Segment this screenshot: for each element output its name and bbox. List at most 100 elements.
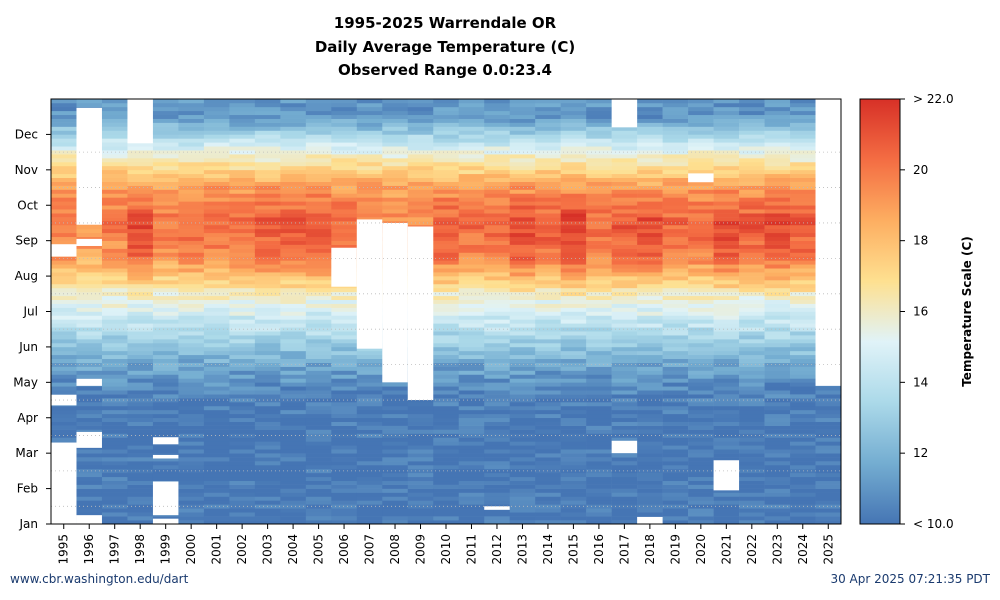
heatmap-cell [662,280,689,285]
heatmap-cell [535,228,561,234]
heatmap-cell [458,158,485,163]
heatmap-cell [305,232,332,238]
heatmap-cell [535,189,561,194]
heatmap-cell [790,110,816,116]
heatmap-cell [433,185,460,190]
heatmap-cell [764,213,791,218]
heatmap-cell [458,496,485,501]
heatmap-cell [280,232,307,238]
heatmap-cell [739,276,765,281]
heatmap-cell [76,248,103,253]
heatmap-cell [280,413,307,419]
heatmap-cell [637,177,663,182]
heatmap-cell [127,468,154,474]
heatmap-cell [509,165,536,171]
heatmap-cell [101,445,128,450]
heatmap-cell [433,217,460,222]
heatmap-cell [535,453,561,458]
heatmap-cell [356,362,383,367]
heatmap-cell [739,213,765,218]
heatmap-cell [739,158,765,163]
heatmap-cell [178,516,205,521]
heatmap-cell [509,358,536,363]
heatmap-cell [535,169,561,175]
heatmap-cell [790,154,816,159]
heatmap-cell [254,445,281,450]
heatmap-cell [586,110,612,116]
heatmap-cell [688,197,714,202]
heatmap-cell [560,362,587,367]
heatmap-cell [229,209,256,214]
heatmap-cell [101,402,128,407]
colorbar-tick-label: 16 [913,305,928,319]
heatmap-cell [509,142,536,147]
heatmap-cell [637,429,663,434]
heatmap-cell [101,280,128,285]
heatmap-cell [178,429,205,434]
heatmap-cell [433,461,460,466]
heatmap-cell [51,106,77,112]
heatmap-cell [76,283,103,289]
heatmap-cell [229,378,256,383]
heatmap-cell [509,512,536,517]
heatmap-cell [101,476,128,482]
heatmap-cell [382,106,409,112]
heatmap-cell [101,468,128,474]
heatmap-cell [152,272,179,277]
heatmap-cell [101,484,128,489]
heatmap-cell [433,468,460,474]
heatmap-cell [586,488,612,493]
heatmap-cell [356,169,383,175]
heatmap-cell [101,378,128,383]
heatmap-cell [152,457,179,462]
footer-source-link[interactable]: www.cbr.washington.edu/dart [10,572,189,586]
heatmap-cell [611,374,638,379]
heatmap-cell [662,315,689,320]
heatmap-cell [509,173,536,179]
heatmap-cell [331,99,358,104]
heatmap-cell [254,315,281,320]
heatmap-cell [458,268,485,273]
heatmap-cell [790,433,816,438]
heatmap-cell [331,374,358,379]
heatmap-cell [254,350,281,356]
heatmap-cell [764,307,791,312]
heatmap-cell [305,161,332,167]
heatmap-cell [586,472,612,478]
heatmap-cell [560,307,587,312]
x-tick-label: 2019 [668,534,682,565]
heatmap-cell [382,177,409,182]
heatmap-cell [662,232,689,238]
heatmap-cell [254,508,281,513]
heatmap-cell [229,295,256,300]
heatmap-cell [688,291,714,297]
heatmap-cell [152,228,179,234]
heatmap-cell [101,177,128,182]
heatmap-cell [254,283,281,289]
heatmap-cell [51,126,77,131]
heatmap-cell [509,354,536,360]
heatmap-cell [254,331,281,336]
heatmap-cell [790,252,816,257]
heatmap-cell [560,303,587,308]
heatmap-cell [662,244,689,249]
heatmap-cell [586,476,612,482]
heatmap-cell [713,319,740,324]
heatmap-cell [739,461,765,466]
heatmap-cell [101,126,128,131]
heatmap-cell [535,150,561,155]
y-tick-label: Nov [15,163,38,177]
heatmap-cell [433,464,460,470]
heatmap-cell [331,382,358,387]
heatmap-cell [152,342,179,348]
heatmap-cell [484,236,511,241]
heatmap-cell [152,220,179,226]
heatmap-cell [535,276,561,281]
heatmap-cell [739,374,765,379]
heatmap-cell [51,342,77,348]
heatmap-cell [51,122,77,127]
heatmap-cell [484,272,511,277]
heatmap-cell [76,346,103,352]
heatmap-cell [51,409,77,415]
heatmap-cell [484,362,511,367]
